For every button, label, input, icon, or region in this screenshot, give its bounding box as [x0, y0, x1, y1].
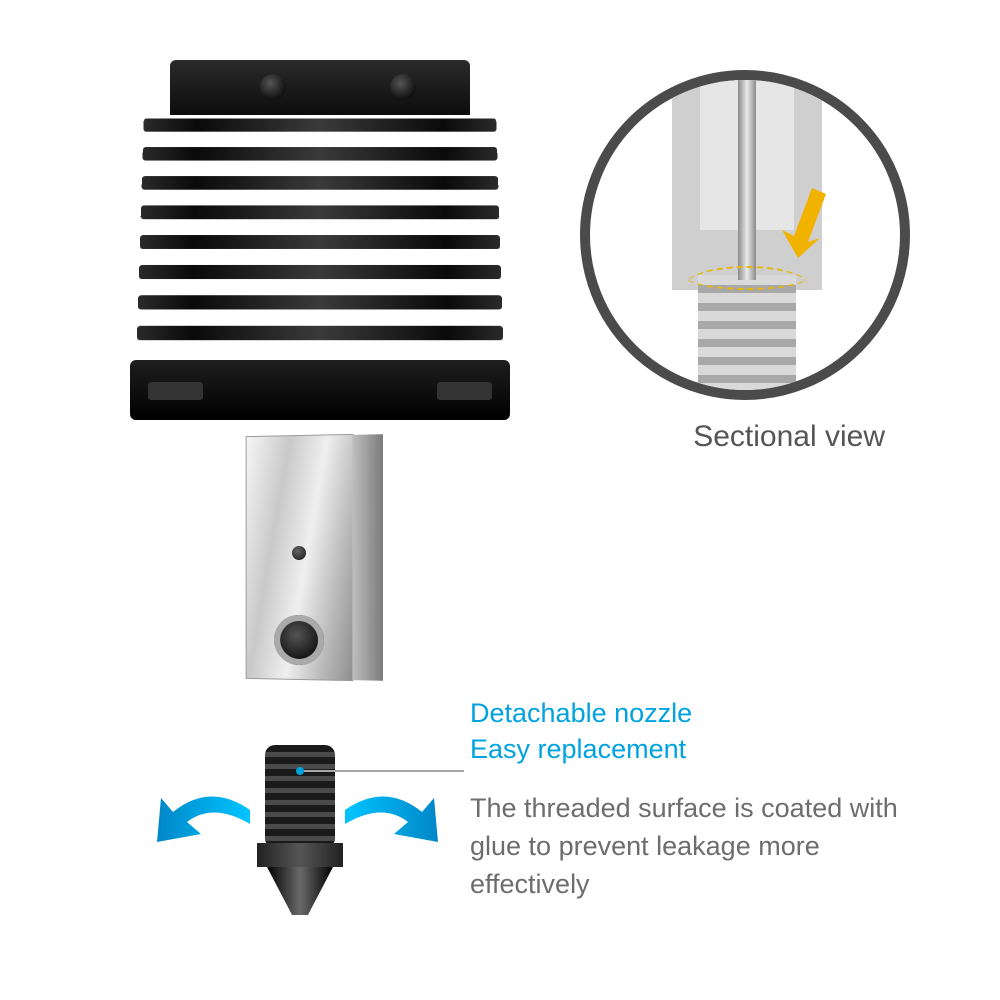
callout-pointer: [300, 770, 470, 772]
headline-line-2: Easy replacement: [470, 731, 692, 767]
rotate-arrow-left-icon: [155, 790, 255, 860]
nozzle-threads: [265, 745, 335, 845]
nozzle-socket: [274, 615, 324, 666]
callout-headline: Detachable nozzle Easy replacement: [470, 695, 692, 768]
sectional-view: [580, 70, 910, 400]
heatsink-fins: [136, 118, 504, 367]
section-tube: [738, 70, 756, 280]
mount-hole-icon: [260, 74, 286, 100]
heatsink-assembly: [130, 60, 510, 460]
nozzle-hex: [257, 843, 343, 867]
section-threads: [698, 275, 796, 400]
rotate-arrow-right-icon: [340, 790, 440, 860]
heat-block: [246, 434, 354, 681]
heatsink-base: [130, 360, 510, 420]
callout-body: The threaded surface is coated with glue…: [470, 790, 940, 903]
set-screw-icon: [292, 546, 306, 560]
nozzle-tip: [267, 867, 333, 915]
section-arrow-icon: [782, 188, 826, 258]
mount-hole-icon: [390, 74, 416, 100]
headline-line-1: Detachable nozzle: [470, 695, 692, 731]
sectional-view-label: Sectional view: [693, 420, 885, 454]
heatsink-mount: [170, 60, 470, 115]
